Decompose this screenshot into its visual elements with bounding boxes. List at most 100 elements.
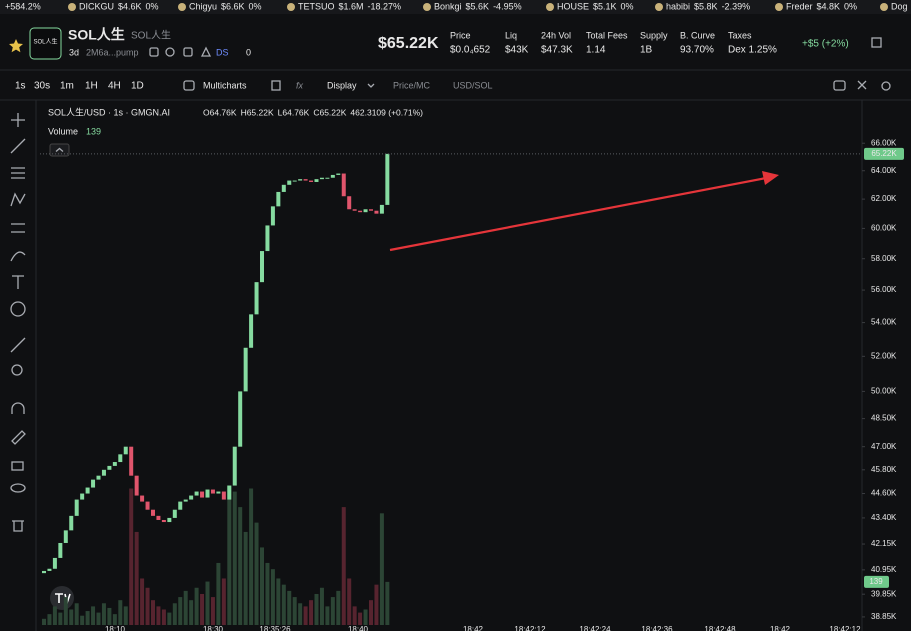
y-tick-label: 60.00K (871, 224, 897, 233)
open-icon[interactable] (871, 37, 882, 48)
interval-button[interactable]: 1m (60, 81, 74, 92)
ds-link[interactable]: DS (216, 47, 229, 57)
candle (205, 489, 210, 498)
volume-bar (200, 593, 205, 625)
brush-tool[interactable] (10, 251, 26, 262)
ticker-mcap: $6.6K (221, 1, 245, 11)
lock-tool[interactable] (11, 461, 24, 471)
x-tick-label: 18:42:12 (829, 625, 861, 631)
y-tick-label: 40.95K (871, 565, 897, 574)
x-tick-label: 18:42 (770, 625, 791, 631)
ticker-name[interactable]: Bonkgi (434, 1, 462, 11)
candle (369, 209, 373, 211)
ticker-name[interactable]: TETSUO (298, 1, 335, 11)
multicharts[interactable]: Multicharts (203, 80, 247, 90)
y-tick-label: 43.40K (871, 513, 897, 522)
candle (303, 179, 308, 181)
volume-bar (249, 488, 254, 625)
ticker-name[interactable]: DICKGU (79, 1, 114, 11)
interval-button[interactable]: 1H (85, 81, 98, 92)
ticker-change: 0% (621, 1, 634, 11)
zoom-tool[interactable] (11, 364, 23, 376)
x-tick-label: 18:35:26 (259, 625, 291, 631)
volume-box (864, 575, 889, 588)
stat-value: 93.70% (680, 45, 714, 56)
candle (107, 465, 112, 470)
display[interactable]: Display (327, 80, 357, 90)
volume-bar (369, 600, 373, 625)
ruler-tool[interactable] (10, 337, 26, 353)
ticker-change: 0% (146, 1, 159, 11)
candle (379, 204, 384, 214)
ticker-name[interactable]: HOUSE (557, 1, 589, 11)
text-tool[interactable] (12, 275, 24, 289)
interval-button[interactable]: 1s (15, 81, 26, 92)
multicharts-icon[interactable] (183, 80, 195, 91)
website-icon[interactable] (200, 46, 212, 57)
price-mc-toggle[interactable]: Price/MC (393, 80, 431, 90)
camera-icon[interactable] (833, 80, 846, 91)
ticker-name[interactable]: Chigyu (189, 1, 217, 11)
candle (161, 519, 166, 523)
candle (254, 282, 259, 315)
x-tick-label: 18:42:24 (579, 625, 611, 631)
fx-icon[interactable]: fx (296, 80, 304, 90)
ohlc-value: O64.76K (203, 107, 237, 117)
interval-button[interactable]: 1D (131, 81, 144, 92)
ticker-name[interactable]: habibi (666, 1, 690, 11)
y-tick-label: 38.85K (871, 612, 897, 621)
candle (52, 557, 57, 569)
crosshair-tool[interactable] (11, 113, 25, 127)
projection-tool[interactable] (11, 223, 25, 233)
candle (129, 446, 134, 476)
lock-draw-tool[interactable] (11, 430, 26, 445)
candle (330, 174, 335, 178)
volume-bar (298, 603, 303, 625)
twitter-icon[interactable] (183, 47, 193, 57)
ticker-icon (287, 3, 295, 11)
candle (227, 485, 232, 500)
volume-bar (292, 597, 297, 625)
candle (260, 251, 264, 283)
volume-bar (194, 587, 199, 625)
token-address: 2M6a...pump (86, 47, 139, 57)
candle (167, 517, 172, 523)
ticker-icon (546, 3, 554, 11)
interval-button[interactable]: 30s (34, 81, 50, 92)
candle (189, 495, 194, 500)
volume-bar (107, 607, 112, 625)
favorite-star[interactable] (9, 39, 23, 53)
volume-bar (74, 603, 79, 625)
candle (347, 196, 352, 210)
volume-bar (232, 491, 237, 625)
volume-bar (260, 547, 264, 625)
ticker-mcap: $5.1K (593, 1, 617, 11)
candle (194, 491, 199, 496)
ticker-name[interactable]: Freder (786, 1, 813, 11)
magnet-tool[interactable] (11, 402, 25, 414)
interval-button[interactable]: 4H (108, 81, 121, 92)
collapse-button[interactable] (49, 143, 70, 157)
token-name: SOL人生 (68, 27, 125, 43)
candle (200, 491, 205, 498)
usd-sol-toggle[interactable]: USD/SOL (453, 80, 493, 90)
delete-tool[interactable] (12, 520, 24, 532)
search-icon[interactable] (165, 47, 175, 57)
candle (63, 530, 68, 543)
hide-tool[interactable] (10, 483, 26, 493)
candle (156, 515, 161, 520)
settings-icon[interactable] (881, 81, 891, 91)
trendline-tool[interactable] (10, 138, 26, 154)
candle (309, 180, 314, 182)
ticker-name[interactable]: Dog (891, 1, 908, 11)
tradingview-logo[interactable] (50, 586, 74, 610)
indicator-icon[interactable] (271, 80, 281, 91)
candle (140, 495, 145, 502)
copy-icon[interactable] (149, 47, 159, 57)
fullscreen-icon[interactable] (857, 80, 867, 90)
pattern-tool[interactable] (10, 192, 26, 207)
emoji-tool[interactable] (10, 301, 26, 317)
volume-bar (379, 513, 384, 625)
fib-tool[interactable] (11, 167, 25, 179)
volume-bar (238, 507, 243, 625)
